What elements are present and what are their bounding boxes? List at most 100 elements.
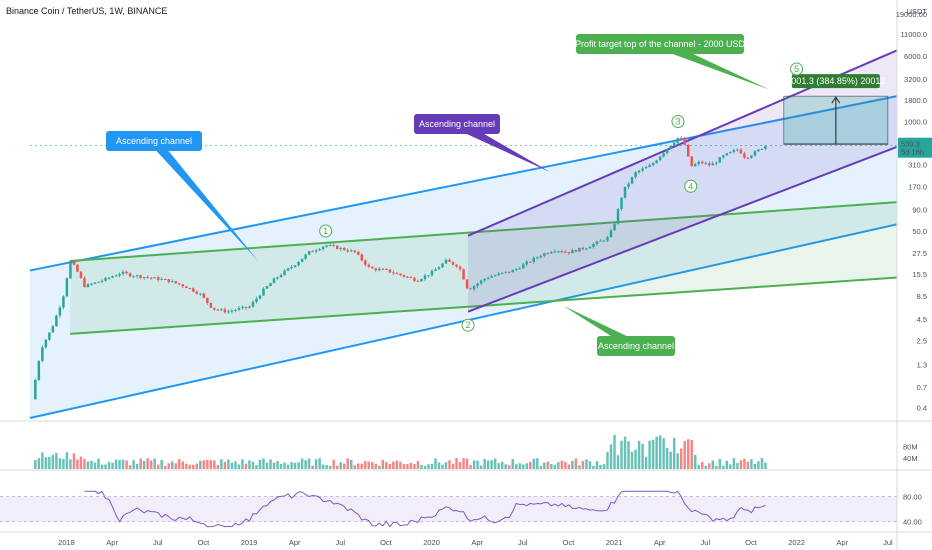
callout-profit-target-label: Profit target top of the channel - 2000 … — [575, 39, 746, 49]
candle — [574, 250, 578, 252]
candle — [62, 296, 65, 308]
volume-axis-label: 40M — [903, 454, 918, 463]
volume-bar — [708, 463, 711, 469]
volume-bar — [121, 459, 125, 469]
candle — [655, 160, 658, 164]
callout-blue-channel-label: Ascending channel — [116, 136, 192, 146]
candle — [683, 138, 686, 145]
candle — [223, 309, 227, 313]
wave-circle-2 — [461, 318, 475, 332]
purple-channel-lower-line[interactable] — [467, 145, 898, 313]
volume-bar — [181, 461, 184, 469]
candle — [641, 168, 644, 171]
callout-blue-channel-box[interactable] — [106, 131, 202, 151]
volume-bar — [318, 458, 321, 469]
volume-bar — [413, 463, 416, 469]
volume-bar — [111, 462, 114, 469]
candle — [514, 269, 518, 271]
callout-profit-target-box[interactable] — [576, 34, 744, 54]
volume-bar — [514, 464, 518, 469]
candle — [423, 275, 427, 280]
candle — [539, 256, 543, 258]
volume-bar — [392, 461, 395, 469]
candle — [244, 306, 248, 308]
candle — [757, 149, 760, 152]
volume-bar — [107, 461, 111, 469]
candle — [725, 153, 729, 156]
price-pane[interactable] — [29, 49, 898, 419]
volume-bar — [648, 440, 651, 469]
annotations[interactable]: 2001.3 (384.85%) 20013 Ascending channel A… — [106, 34, 889, 356]
volume-bar — [739, 460, 743, 469]
volume-bar — [686, 439, 690, 469]
time-axis-label: Apr — [106, 538, 118, 547]
candle — [511, 270, 514, 273]
candle — [314, 250, 318, 252]
callout-green-channel-box[interactable] — [597, 336, 675, 356]
candle — [722, 155, 725, 158]
blue-channel-upper-line[interactable] — [29, 95, 898, 272]
candle — [448, 259, 451, 262]
time-axis-label: 2019 — [241, 538, 258, 547]
candle — [178, 283, 181, 285]
volume-bar — [595, 461, 599, 469]
time-axis-label: 2022 — [788, 538, 805, 547]
volume-bar — [465, 458, 469, 469]
candle — [241, 306, 244, 308]
volume-bar — [90, 460, 93, 469]
volume-bar — [335, 465, 339, 469]
candle — [335, 245, 339, 249]
volume-bar — [251, 461, 255, 469]
candle — [269, 283, 272, 287]
candle — [592, 244, 595, 248]
rsi-axis-label: 80.00 — [903, 492, 922, 501]
volume-bar — [149, 460, 153, 469]
price-axis-label: 15.5 — [912, 270, 927, 279]
volume-bar — [550, 464, 553, 469]
volume-bar — [750, 459, 753, 469]
callout-purple-channel-label: Ascending channel — [419, 119, 495, 129]
volume-bar — [479, 465, 483, 469]
candle — [163, 279, 167, 281]
volume-pane — [34, 434, 767, 469]
candle — [500, 272, 504, 274]
volume-bar — [557, 462, 560, 469]
volume-bar — [581, 460, 585, 469]
volume-bar — [192, 464, 195, 469]
candle — [486, 277, 490, 279]
volume-bar — [139, 458, 142, 469]
candle — [51, 326, 55, 333]
candle — [44, 339, 48, 348]
candle — [86, 284, 90, 288]
green-channel-upper-line[interactable] — [70, 201, 898, 263]
candle — [553, 251, 557, 253]
callout-purple-channel-box[interactable] — [414, 114, 500, 134]
price-axis-label: 27.5 — [912, 249, 927, 258]
candle — [662, 153, 665, 157]
volume-bar — [79, 456, 83, 469]
measure-label: 2001.3 (384.85%) 20013 — [786, 76, 885, 86]
candle — [188, 287, 192, 289]
price-axis-label: 1000.0 — [904, 118, 927, 127]
volume-bar — [188, 464, 192, 469]
candle — [458, 266, 462, 270]
candle — [216, 309, 220, 311]
volume-bar — [220, 459, 223, 469]
volume-bar — [374, 463, 378, 469]
volume-bar — [602, 463, 606, 469]
candle — [357, 251, 360, 255]
volume-bar — [578, 465, 581, 469]
volume-bar — [743, 458, 746, 469]
volume-bar — [641, 443, 644, 469]
candle — [472, 286, 476, 290]
volume-bar — [350, 459, 353, 469]
candle — [406, 276, 409, 278]
price-axis-label: 170.0 — [908, 182, 927, 191]
volume-bar — [729, 464, 732, 469]
volume-bar — [736, 463, 739, 469]
candle — [686, 144, 690, 157]
volume-bar — [171, 461, 174, 469]
volume-bar — [132, 460, 135, 469]
volume-bar — [307, 458, 311, 469]
